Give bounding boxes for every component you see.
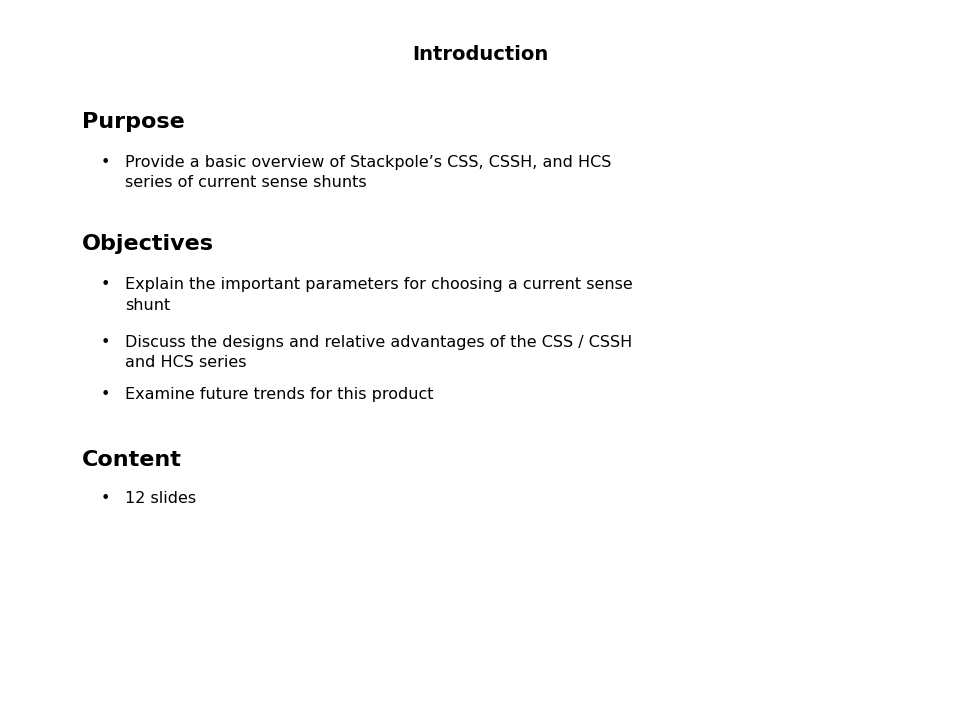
Text: •: • <box>101 155 110 170</box>
Text: Discuss the designs and relative advantages of the CSS / CSSH
and HCS series: Discuss the designs and relative advanta… <box>125 335 632 370</box>
Text: •: • <box>101 335 110 350</box>
Text: •: • <box>101 387 110 402</box>
Text: Purpose: Purpose <box>82 112 184 132</box>
Text: Introduction: Introduction <box>412 45 548 63</box>
Text: Examine future trends for this product: Examine future trends for this product <box>125 387 433 402</box>
Text: •: • <box>101 277 110 292</box>
Text: •: • <box>101 491 110 506</box>
Text: Content: Content <box>82 450 181 470</box>
Text: Objectives: Objectives <box>82 234 214 254</box>
Text: Explain the important parameters for choosing a current sense
shunt: Explain the important parameters for cho… <box>125 277 633 312</box>
Text: 12 slides: 12 slides <box>125 491 196 506</box>
Text: Provide a basic overview of Stackpole’s CSS, CSSH, and HCS
series of current sen: Provide a basic overview of Stackpole’s … <box>125 155 612 190</box>
